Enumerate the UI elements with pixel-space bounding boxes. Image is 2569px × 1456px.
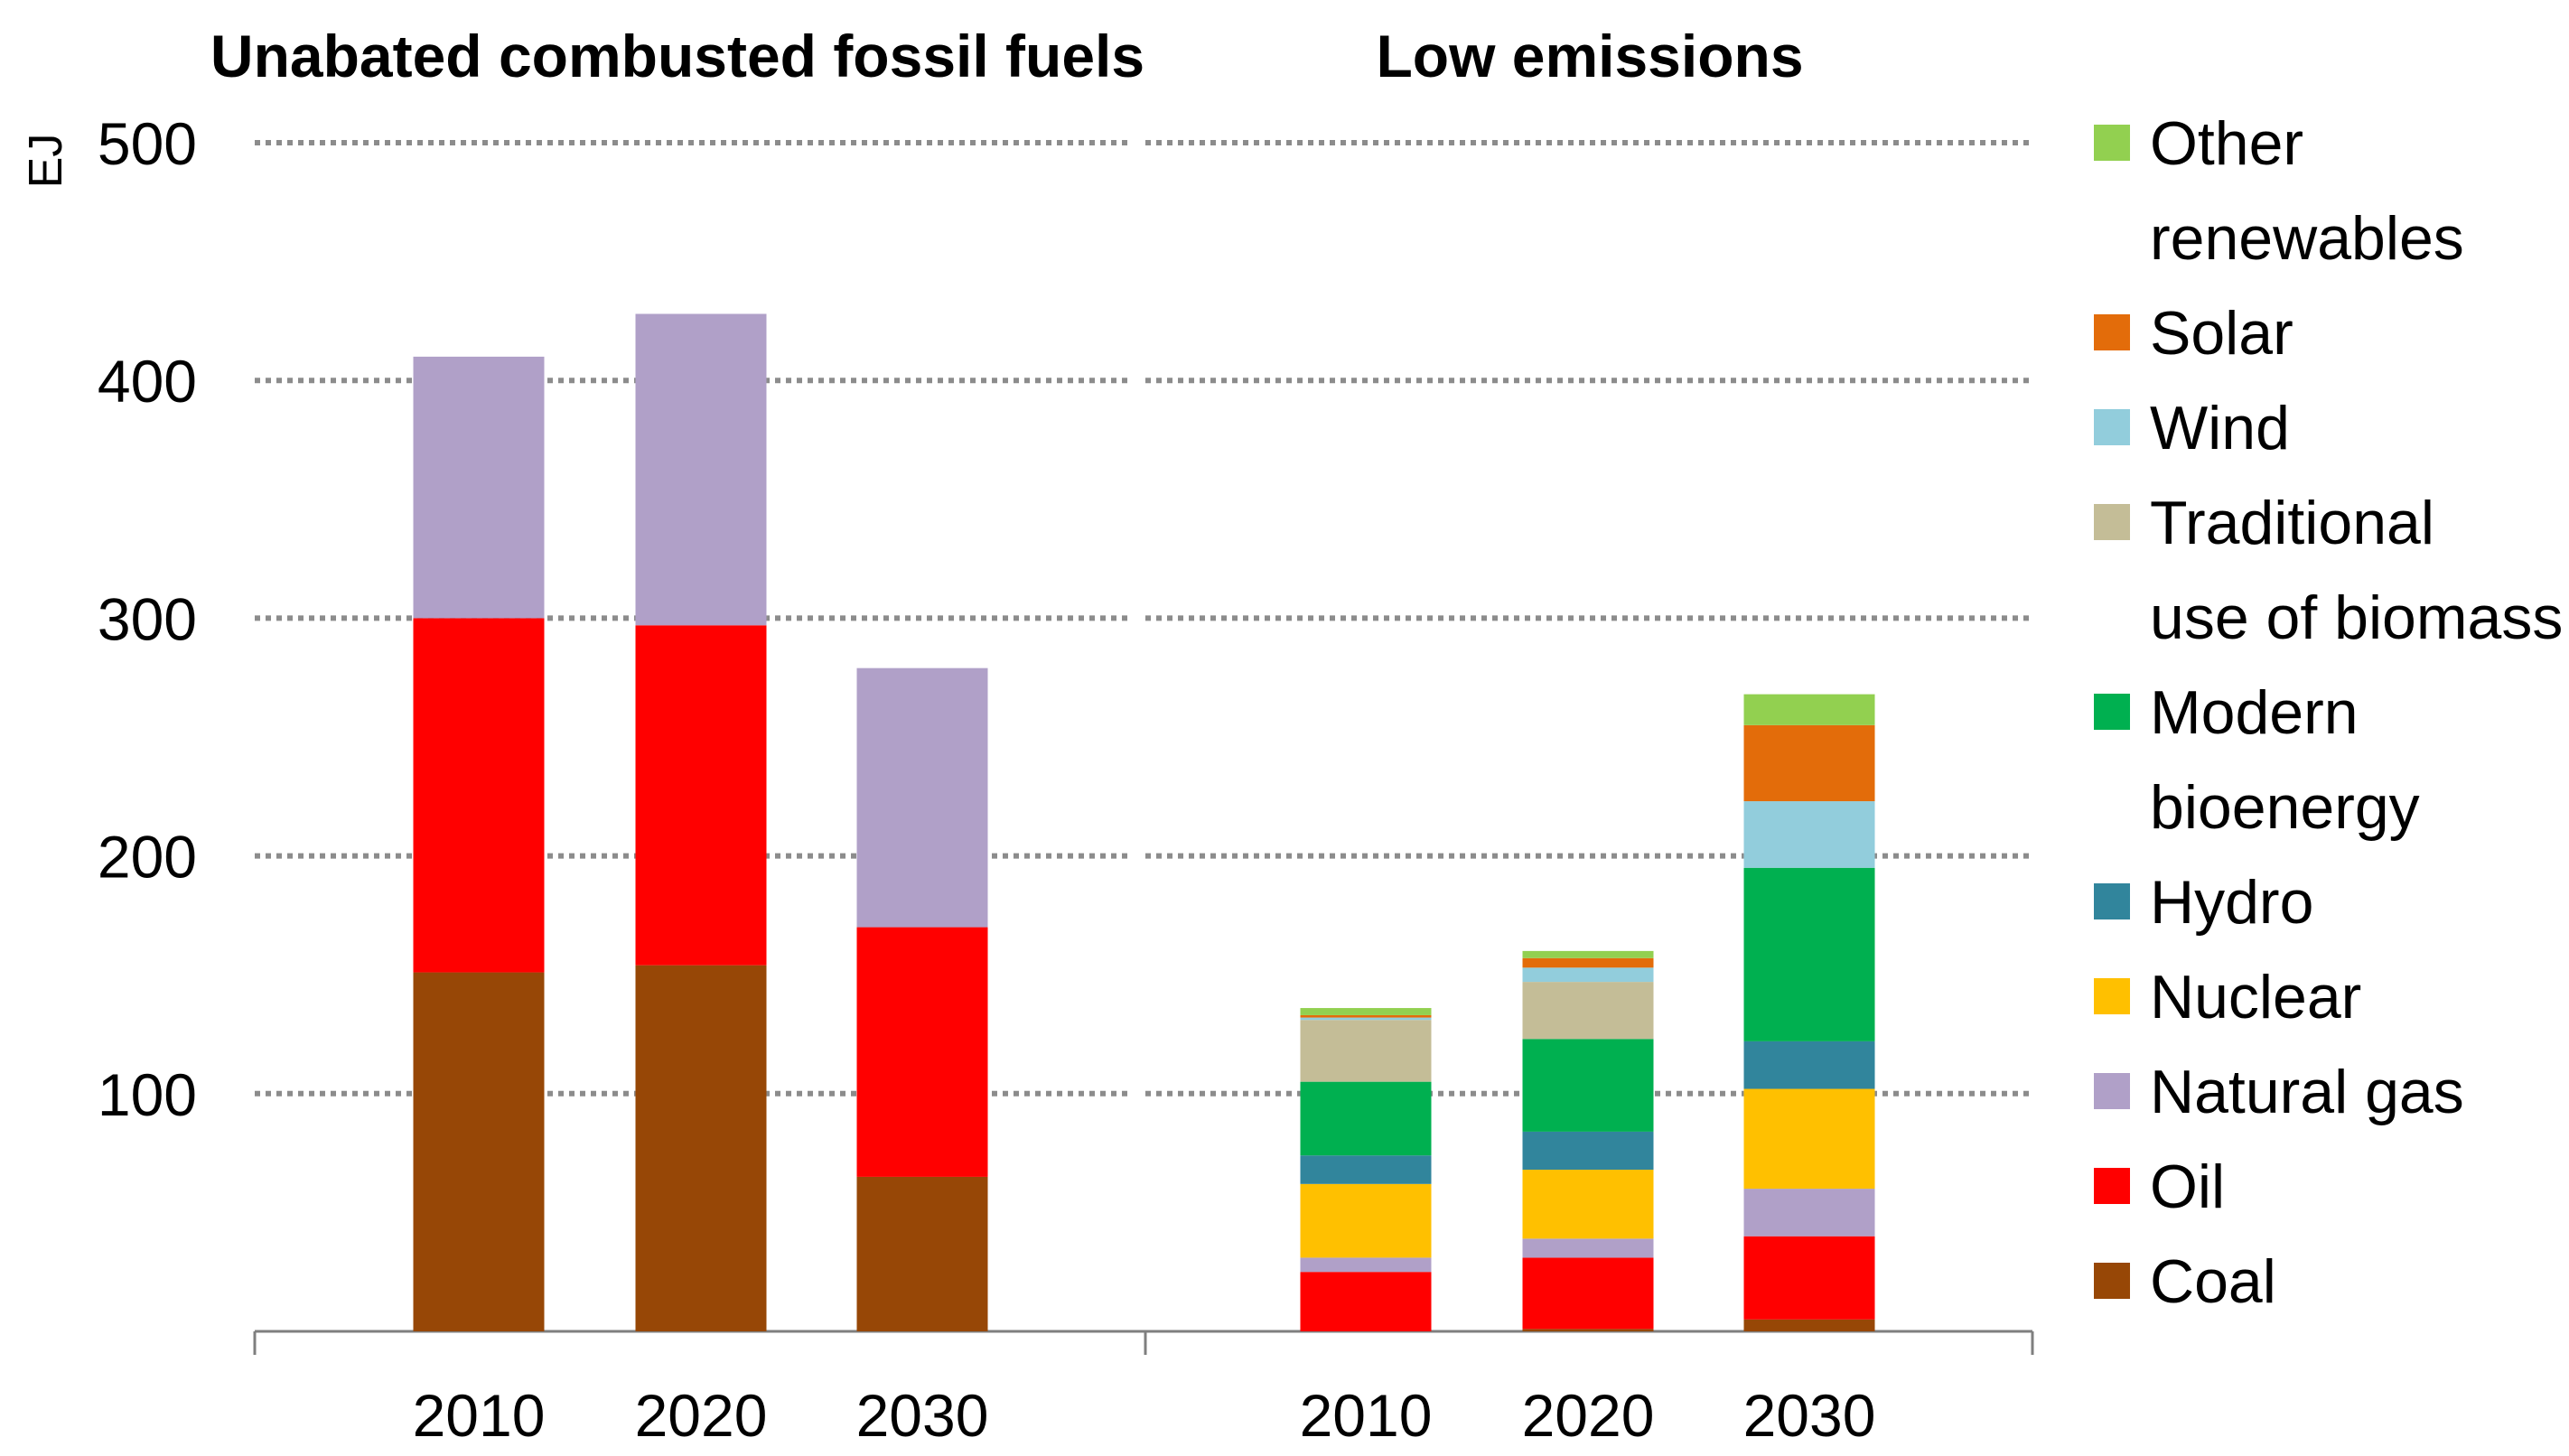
- bar-hydro-2020-panel-2: [1522, 1131, 1654, 1171]
- bar-coal-2030-panel-1: [856, 1176, 988, 1331]
- legend-swatch-natural-gas: [2094, 1073, 2130, 1109]
- legend-label-other-renewables: renewables: [2150, 204, 2464, 273]
- legend-label-oil: Oil: [2150, 1153, 2225, 1221]
- bar-coal-2010-panel-1: [413, 972, 545, 1331]
- panel-title-fossil: Unabated combusted fossil fuels: [210, 23, 1144, 89]
- bar-natural-gas-2010-panel-1: [413, 356, 545, 619]
- x-tick-label-2020-panel-1: 2020: [635, 1382, 768, 1449]
- bar-wind-2020-panel-2: [1522, 967, 1654, 983]
- legend-label-modern-bioenergy: bioenergy: [2150, 773, 2420, 842]
- y-tick-label-500: 500: [98, 110, 197, 177]
- bar-natural-gas-2010-panel-2: [1300, 1257, 1432, 1273]
- legend-label-wind: Wind: [2150, 394, 2290, 462]
- legend-label-traditional-use-of-biomass: use of biomass: [2150, 583, 2563, 652]
- bar-modern-bioenergy-2010-panel-2: [1300, 1081, 1432, 1156]
- bar-natural-gas-2030-panel-1: [856, 667, 988, 928]
- bar-natural-gas-2020-panel-1: [635, 313, 767, 626]
- legend-label-other-renewables: Other: [2150, 109, 2303, 178]
- legend: Other renewables Solar Wind Traditional use o…: [2094, 109, 2563, 1316]
- bar-oil-2020-panel-2: [1522, 1257, 1654, 1330]
- legend-label-coal: Coal: [2150, 1247, 2276, 1316]
- legend-swatch-oil: [2094, 1168, 2130, 1204]
- bar-solar-2020-panel-2: [1522, 957, 1654, 968]
- x-tick-label-2010-panel-2: 2010: [1300, 1382, 1433, 1449]
- bar-other-renewables-2010-panel-2: [1300, 1008, 1432, 1015]
- bar-natural-gas-2020-panel-2: [1522, 1238, 1654, 1258]
- bar-nuclear-2020-panel-2: [1522, 1170, 1654, 1239]
- panel-title-low-emissions: Low emissions: [1376, 23, 1803, 89]
- y-axis-label: EJ: [20, 134, 72, 189]
- bar-oil-2010-panel-1: [413, 618, 545, 973]
- bar-oil-2010-panel-2: [1300, 1272, 1432, 1331]
- axes: [253, 1330, 2034, 1355]
- bar-modern-bioenergy-2020-panel-2: [1522, 1039, 1654, 1132]
- legend-swatch-other-renewables: [2094, 125, 2130, 161]
- bar-natural-gas-2030-panel-2: [1743, 1189, 1875, 1237]
- legend-swatch-traditional-use-of-biomass: [2094, 504, 2130, 540]
- legend-label-solar: Solar: [2150, 299, 2293, 368]
- legend-swatch-nuclear: [2094, 978, 2130, 1014]
- bar-hydro-2030-panel-2: [1743, 1041, 1875, 1089]
- bar-nuclear-2010-panel-2: [1300, 1183, 1432, 1258]
- bar-traditional-use-of-biomass-2010-panel-2: [1300, 1020, 1432, 1082]
- x-tick-label-2020-panel-2: 2020: [1522, 1382, 1655, 1449]
- legend-label-hydro: Hydro: [2150, 868, 2313, 937]
- y-tick-label-200: 200: [98, 824, 197, 891]
- x-tick-label-2010-panel-1: 2010: [413, 1382, 546, 1449]
- legend-swatch-modern-bioenergy: [2094, 694, 2130, 730]
- bars: [413, 313, 1875, 1331]
- bar-solar-2030-panel-2: [1743, 724, 1875, 802]
- bar-coal-2020-panel-1: [635, 965, 767, 1331]
- legend-label-natural-gas: Natural gas: [2150, 1058, 2464, 1126]
- bar-modern-bioenergy-2030-panel-2: [1743, 867, 1875, 1041]
- legend-label-nuclear: Nuclear: [2150, 963, 2361, 1031]
- legend-label-traditional-use-of-biomass: Traditional: [2150, 489, 2434, 557]
- bar-wind-2030-panel-2: [1743, 801, 1875, 868]
- legend-swatch-hydro: [2094, 883, 2130, 919]
- bar-nuclear-2030-panel-2: [1743, 1088, 1875, 1190]
- bar-solar-2010-panel-2: [1300, 1014, 1432, 1018]
- x-tick-label-2030-panel-2: 2030: [1743, 1382, 1876, 1449]
- legend-swatch-coal: [2094, 1263, 2130, 1299]
- labels: Unabated combusted fossil fuels Low emis…: [20, 23, 1875, 1449]
- x-tick-label-2030-panel-1: 2030: [856, 1382, 989, 1449]
- bar-other-renewables-2020-panel-2: [1522, 950, 1654, 958]
- bar-traditional-use-of-biomass-2020-panel-2: [1522, 982, 1654, 1040]
- y-tick-label-300: 300: [98, 585, 197, 652]
- bar-other-renewables-2030-panel-2: [1743, 694, 1875, 725]
- y-tick-label-100: 100: [98, 1061, 197, 1128]
- bar-oil-2030-panel-2: [1743, 1236, 1875, 1320]
- bar-coal-2020-panel-2: [1522, 1329, 1654, 1331]
- legend-swatch-wind: [2094, 409, 2130, 445]
- legend-label-modern-bioenergy: Modern: [2150, 678, 2359, 747]
- bar-oil-2020-panel-1: [635, 625, 767, 966]
- legend-swatch-solar: [2094, 314, 2130, 350]
- bar-wind-2010-panel-2: [1300, 1017, 1432, 1021]
- bar-hydro-2010-panel-2: [1300, 1155, 1432, 1184]
- y-tick-label-400: 400: [98, 348, 197, 415]
- bar-coal-2030-panel-2: [1743, 1319, 1875, 1331]
- bar-oil-2030-panel-1: [856, 927, 988, 1177]
